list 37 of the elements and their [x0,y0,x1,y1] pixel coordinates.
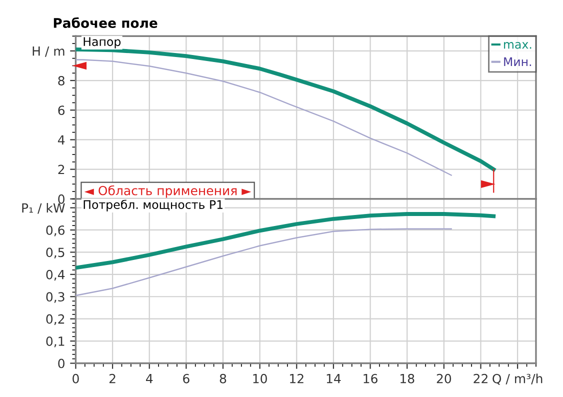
x-tick-label: 0 [72,374,79,384]
y-tick-label: 0,3 [46,292,64,303]
x-tick-label: 4 [146,374,153,384]
x-tick-label: 10 [253,374,267,384]
x-tick-label: 22 [474,374,488,384]
y-tick-label: 0,4 [46,270,65,281]
y-tick-label: 0 [58,358,64,368]
y-tick-label: 0,2 [46,314,64,326]
legend-label: max. [504,42,532,49]
x-tick-label: 16 [364,374,378,384]
y-tick-label: 2 [58,164,64,174]
x-tick-label: Q / m³/h [492,374,542,385]
x-tick-label: 18 [400,374,414,384]
x-tick-label: 2 [109,374,116,384]
line-series [76,228,452,296]
y-tick-label: P₁ / kW [22,203,65,214]
line-series [76,48,496,172]
y-tick-label: 0,5 [46,248,64,258]
x-tick-label: 20 [436,374,452,384]
x-tick-label: 14 [326,374,341,384]
x-tick-label: 8 [220,374,226,384]
y-tick-label: H / m [32,46,64,57]
x-tick-label: 12 [290,374,304,384]
y-tick-label: 0,1 [46,336,64,348]
annotation: Напор [84,37,121,48]
y-tick-label: 4 [58,135,65,144]
legend-label: Мин. [504,57,532,66]
annotation: ◄ Область применения ► [84,185,252,198]
x-tick-label: 6 [183,374,190,384]
line-series [76,212,496,270]
y-tick-label: 6 [58,106,65,116]
y-tick-label: 8 [58,76,64,86]
y-tick-label: 0 [58,194,64,204]
line-series [76,59,452,176]
annotation: Потребл. мощность P1 [84,200,222,212]
y-tick-label: 0,6 [46,225,65,236]
chart-title: Рабочее поле [54,17,158,28]
